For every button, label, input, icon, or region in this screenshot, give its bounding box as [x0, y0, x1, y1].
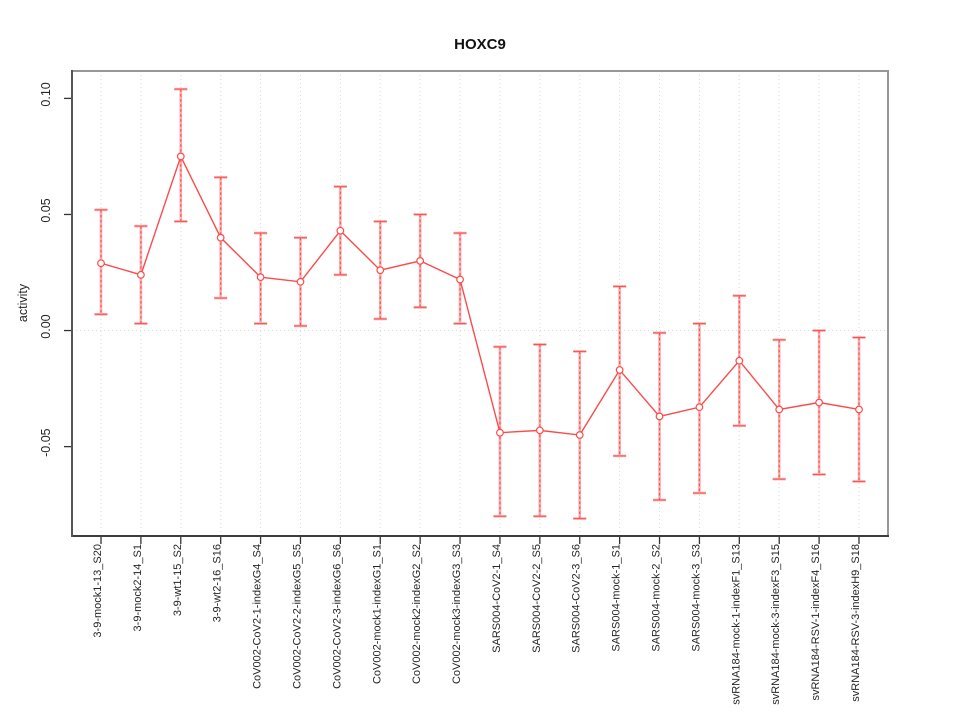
x-tick-label: SARS004-CoV2-2_S5: [531, 544, 543, 653]
plot-border: [71, 70, 889, 537]
x-tick-label: CoV002-CoV2-1-indexG4_S4: [252, 544, 264, 689]
y-tick-label: 0.00: [39, 314, 53, 338]
data-point-marker: [416, 257, 425, 265]
data-point-marker: [376, 266, 385, 275]
x-tick-label: svRNA184-mock-1-indexF1_S13: [730, 544, 742, 705]
y-axis-label: activity: [16, 283, 30, 322]
data-point-marker: [775, 405, 784, 414]
x-tick-label: CoV002-mock3-indexG3_S3: [451, 544, 463, 684]
chart-generated-content: 0.10 0.05 0.00 -0.05 3-9-mock1-13_S20 3-9-moc…: [39, 70, 889, 705]
x-tick-label: svRNA184-RSV-3-indexH9_S18: [850, 544, 862, 702]
data-point-marker: [456, 275, 464, 284]
x-tick-label: 3-9-mock2-14_S1: [132, 544, 144, 631]
x-tick-label: SARS004-CoV2-3_S6: [571, 544, 583, 653]
x-tick-label: SARS004-CoV2-1_S4: [491, 544, 503, 653]
x-tick-label: SARS004-mock-2_S2: [651, 544, 663, 652]
y-tick-label: -0.05: [39, 428, 53, 457]
data-point-marker: [615, 366, 624, 374]
x-tick-label: 3-9-wt1-15_S2: [172, 544, 184, 616]
x-tick-label: 3-9-wt2-16_S16: [212, 544, 224, 622]
data-point-marker: [256, 273, 265, 282]
data-point-marker: [136, 270, 145, 279]
y-tick-label: 0.10: [39, 82, 53, 106]
data-point-marker: [176, 152, 185, 161]
data-point-marker: [815, 398, 824, 407]
data-point-marker: [535, 426, 544, 435]
x-tick-label: svRNA184-mock-3-indexF3_S15: [770, 544, 782, 705]
data-point-marker: [695, 403, 704, 412]
y-tick-label: 0.05: [39, 198, 53, 222]
data-point-marker: [296, 277, 305, 286]
x-tick-label: CoV002-CoV2-3-indexG6_S6: [331, 544, 343, 689]
data-point-marker: [655, 412, 664, 421]
data-point-marker: [336, 226, 345, 235]
series-line: [100, 154, 860, 436]
data-point-marker: [735, 356, 744, 365]
data-point-marker: [855, 405, 863, 414]
x-tick-label: svRNA184-RSV-1-indexF4_S16: [810, 544, 822, 701]
x-tick-label: CoV002-CoV2-2-indexG5_S5: [291, 544, 303, 689]
x-tick-label: 3-9-mock1-13_S20: [92, 544, 104, 638]
data-point-marker: [97, 259, 105, 268]
x-tick-label: SARS004-mock-3_S3: [690, 544, 702, 652]
chart-title: HOXC9: [454, 36, 506, 53]
data-point-marker: [216, 233, 225, 242]
x-tick-label: SARS004-mock-1_S1: [611, 544, 623, 652]
data-point-marker: [496, 428, 504, 437]
data-point-marker: [575, 431, 584, 439]
x-tick-label: CoV002-mock1-indexG1_S1: [371, 544, 383, 684]
x-tick-label: CoV002-mock2-indexG2_S2: [411, 544, 423, 684]
